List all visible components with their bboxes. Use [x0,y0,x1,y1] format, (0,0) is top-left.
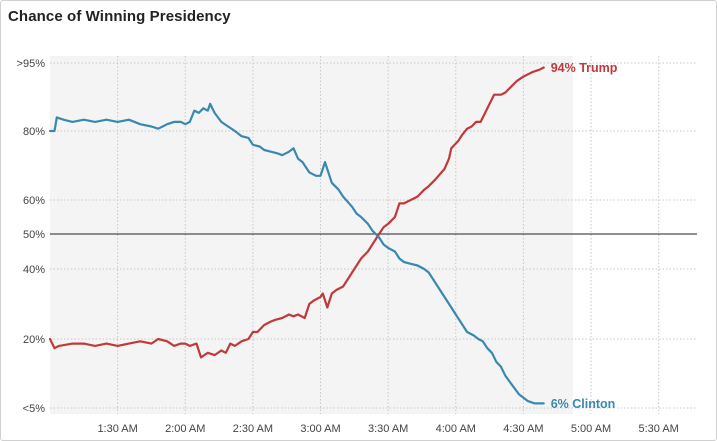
x-tick-label: 2:30 AM [233,423,273,435]
y-axis-ticks: >95% 80% 60% 50% 40% 20% <5% [17,58,46,415]
elapsed-time-shading [50,56,573,414]
x-tick-label: 1:30 AM [97,423,137,435]
series-line-trump [48,66,545,359]
x-tick-label: 4:30 AM [503,423,543,435]
x-gridlines [117,56,660,414]
x-tick-label: 3:00 AM [300,423,340,435]
series-lines [48,66,545,405]
x-tick-label: 5:00 AM [571,423,611,435]
x-tick-label: 5:30 AM [638,423,678,435]
y-tick-label: <5% [23,403,46,415]
chart-title: Chance of Winning Presidency [8,8,231,25]
end-label-clinton: 6% Clinton [551,397,616,411]
end-label-trump: 94% Trump [551,61,618,75]
x-tick-label: 3:30 AM [368,423,408,435]
y-tick-label: 60% [23,195,45,207]
series-end-labels: 94% Trump 6% Clinton [551,61,618,411]
y-tick-label: 80% [23,126,45,138]
series-line-clinton [48,102,545,405]
y-tick-label: 20% [23,334,45,346]
y-tick-label: 50% [23,229,45,241]
y-tick-label: >95% [17,58,46,70]
x-axis-ticks: 1:30 AM 2:00 AM 2:30 AM 3:00 AM 3:30 AM 4:00 … [97,423,678,435]
x-tick-label: 4:00 AM [436,423,476,435]
x-tick-label: 2:00 AM [165,423,205,435]
y-gridlines [50,62,697,409]
y-tick-label: 40% [23,264,45,276]
